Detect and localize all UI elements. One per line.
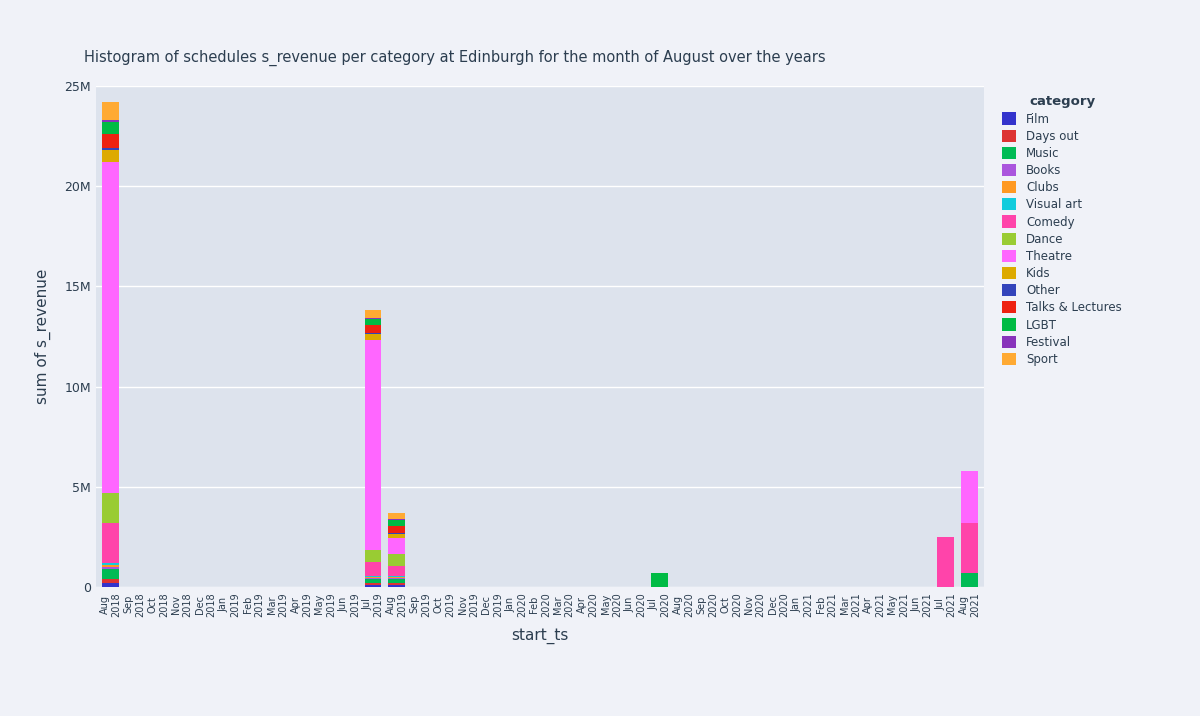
Bar (365, 332, 382, 334)
Bar (961, 523, 978, 573)
Bar (389, 519, 406, 520)
Bar (389, 520, 406, 526)
Legend: Film, Days out, Music, Books, Clubs, Visual art, Comedy, Dance, Theatre, Kids, O: Film, Days out, Music, Books, Clubs, Vis… (998, 92, 1126, 369)
Bar (389, 577, 406, 578)
Bar (102, 569, 119, 579)
Bar (365, 579, 382, 583)
Bar (961, 573, 978, 587)
Y-axis label: sum of s_revenue: sum of s_revenue (35, 268, 50, 405)
Bar (389, 576, 406, 577)
Bar (389, 513, 406, 519)
Text: Histogram of schedules s_revenue per category at Edinburgh for the month of Augu: Histogram of schedules s_revenue per cat… (84, 50, 826, 67)
Bar (365, 576, 382, 577)
Bar (389, 583, 406, 585)
Bar (102, 120, 119, 122)
Bar (389, 554, 406, 566)
Bar (102, 567, 119, 569)
Bar (389, 566, 406, 576)
Bar (102, 565, 119, 567)
Bar (365, 334, 382, 339)
Bar (389, 538, 406, 554)
Bar (102, 579, 119, 583)
Bar (102, 134, 119, 148)
Bar (102, 493, 119, 523)
Bar (102, 583, 119, 587)
Bar (389, 526, 406, 533)
Bar (365, 577, 382, 578)
Bar (365, 550, 382, 562)
Bar (102, 122, 119, 134)
X-axis label: start_ts: start_ts (511, 628, 569, 644)
Bar (102, 148, 119, 150)
Bar (102, 102, 119, 120)
Bar (365, 562, 382, 576)
Bar (102, 162, 119, 493)
Bar (365, 583, 382, 585)
Bar (961, 471, 978, 523)
Bar (389, 578, 406, 579)
Bar (937, 537, 954, 587)
Bar (650, 573, 667, 587)
Bar (389, 533, 406, 534)
Bar (102, 523, 119, 563)
Bar (365, 326, 382, 332)
Bar (365, 311, 382, 319)
Bar (102, 563, 119, 565)
Bar (365, 339, 382, 550)
Bar (389, 534, 406, 538)
Bar (365, 578, 382, 579)
Bar (389, 579, 406, 583)
Bar (102, 150, 119, 162)
Bar (365, 585, 382, 587)
Bar (389, 585, 406, 587)
Bar (365, 319, 382, 326)
